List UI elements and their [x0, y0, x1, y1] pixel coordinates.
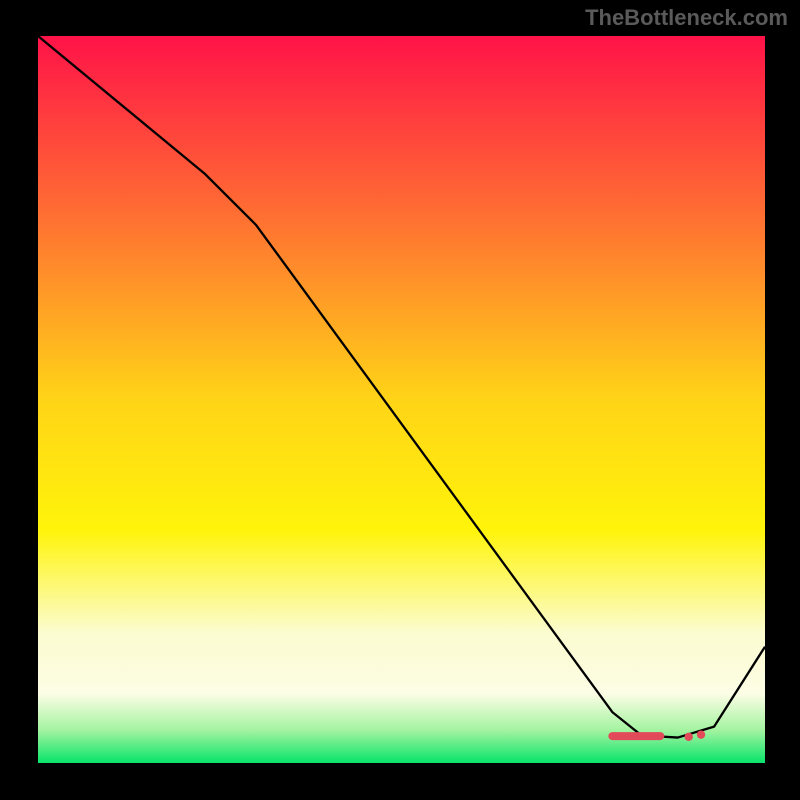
- chart-marker-dot: [697, 730, 705, 738]
- chart-background: [38, 36, 765, 763]
- chart-svg: [38, 36, 765, 763]
- stage: TheBottleneck.com: [0, 0, 800, 800]
- chart-plot-area: [38, 36, 765, 763]
- attribution-watermark: TheBottleneck.com: [585, 5, 788, 31]
- chart-marker-capsule: [608, 732, 664, 740]
- chart-marker-dot: [684, 733, 692, 741]
